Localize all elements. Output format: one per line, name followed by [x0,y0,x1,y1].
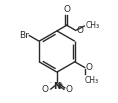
Text: N: N [53,82,61,91]
Text: CH₃: CH₃ [85,76,99,85]
Text: CH₃: CH₃ [85,21,99,30]
Text: O: O [76,26,83,35]
Text: O: O [85,63,92,72]
Text: ⁻: ⁻ [48,83,51,88]
Text: O: O [65,85,72,94]
Text: Br: Br [19,31,29,40]
Text: O: O [42,85,49,94]
Text: +: + [59,82,64,87]
Text: O: O [63,5,70,14]
